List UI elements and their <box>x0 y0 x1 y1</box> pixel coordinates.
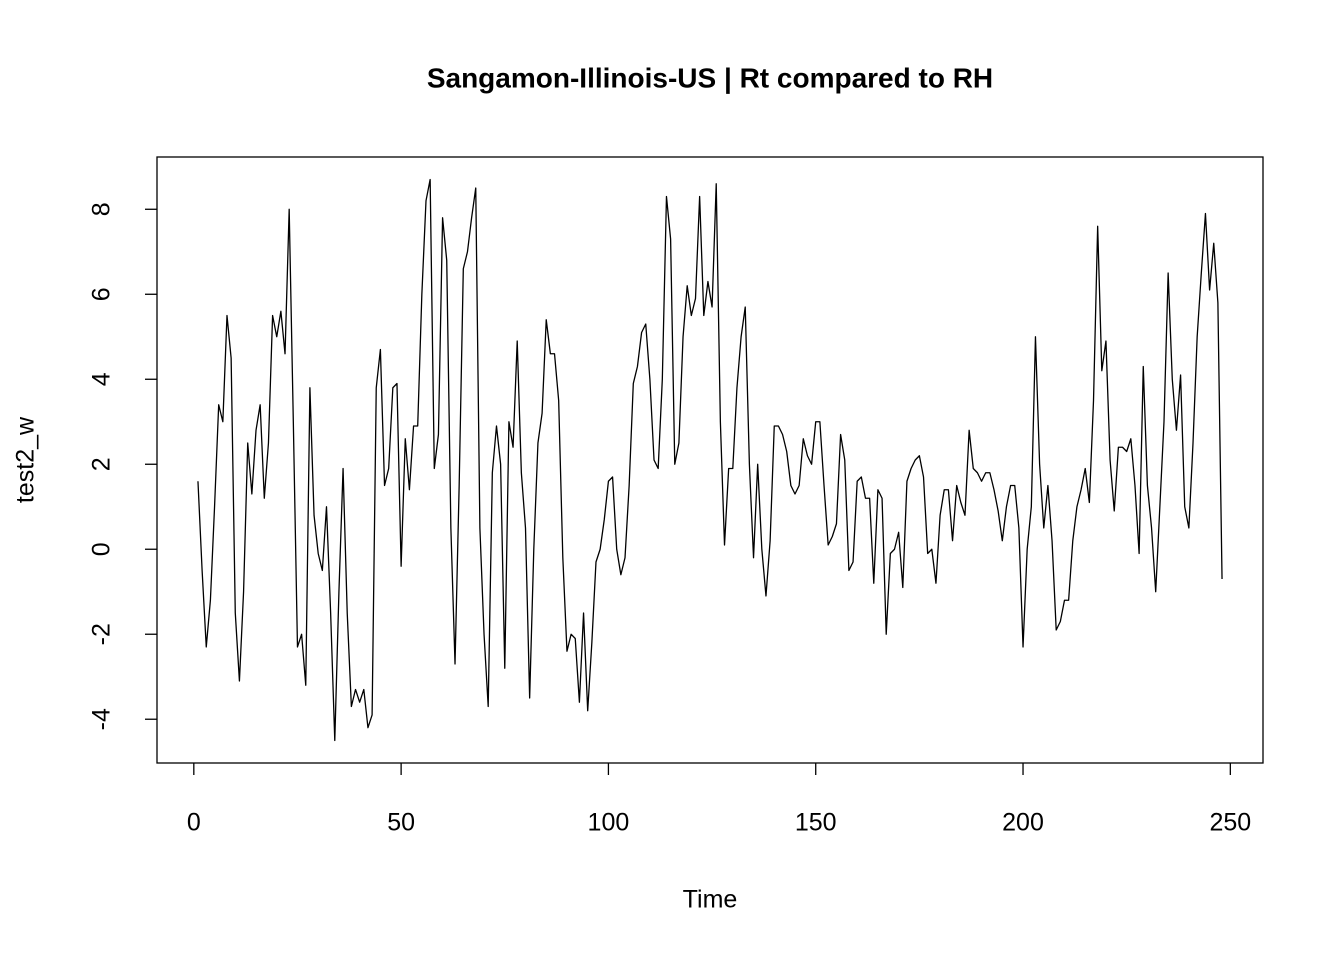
y-axis-label: test2_w <box>12 416 40 503</box>
data-line <box>197 178 1223 742</box>
x-axis-label: Time <box>683 886 738 914</box>
x-tick-label: 250 <box>1209 809 1251 837</box>
chart-title: Sangamon-Illinois-US | Rt compared to RH <box>427 62 993 93</box>
plot-box <box>156 156 1264 764</box>
y-tick-label: 0 <box>88 542 116 556</box>
x-tick-label: 0 <box>187 809 201 837</box>
x-tick-label: 100 <box>588 809 630 837</box>
x-tick-label: 50 <box>387 809 415 837</box>
y-tick-label: 6 <box>88 287 116 301</box>
x-tick-label: 150 <box>795 809 837 837</box>
y-tick-label: 4 <box>88 372 116 386</box>
y-tick-label: 8 <box>88 202 116 216</box>
y-tick-label: 2 <box>88 457 116 471</box>
y-tick-label: -2 <box>88 623 116 645</box>
x-tick-label: 200 <box>1002 809 1044 837</box>
y-tick-label: -4 <box>88 708 116 730</box>
